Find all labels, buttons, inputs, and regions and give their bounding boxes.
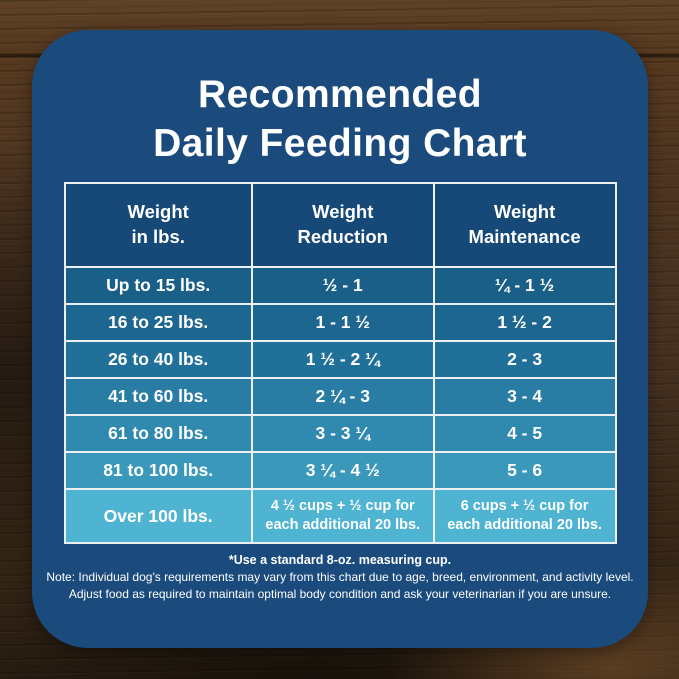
- maintenance-cell: 2 - 3: [432, 340, 617, 379]
- table-row: 81 to 100 lbs. 3 ¼ - 4 ½ 5 - 6: [63, 451, 617, 490]
- header-text: in lbs.: [131, 226, 185, 247]
- header-text: Weight: [493, 201, 556, 223]
- header-text: Weight: [127, 201, 189, 223]
- table-header-row: Weight in lbs. Weight Reduction Weight M…: [63, 182, 617, 268]
- table-row: 61 to 80 lbs. 3 - 3 ¼ 4 - 5: [63, 414, 617, 453]
- header-weight-maintenance: Weight Maintenance: [432, 182, 617, 268]
- reduction-cell: 3 ¼ - 4 ½: [250, 451, 435, 490]
- reduction-cell: ½ - 1: [250, 266, 435, 305]
- header-weight-reduction: Weight Reduction: [250, 182, 435, 268]
- weight-range-cell: 41 to 60 lbs.: [63, 377, 253, 416]
- weight-range-cell: 81 to 100 lbs.: [63, 451, 253, 490]
- reduction-cell: 4 ½ cups + ½ cup for each additional 20 …: [250, 487, 435, 545]
- weight-range-cell: Over 100 lbs.: [63, 487, 253, 545]
- table-row: 41 to 60 lbs. 2 ¼ - 3 3 - 4: [63, 377, 617, 416]
- reduction-cell: 1 - 1 ½: [250, 303, 435, 342]
- reduction-cell: 3 - 3 ¼: [250, 414, 435, 453]
- maintenance-cell: 3 - 4: [432, 377, 617, 416]
- header-text: Weight: [312, 201, 374, 223]
- table-row: 16 to 25 lbs. 1 - 1 ½ 1 ½ - 2: [63, 303, 617, 342]
- header-weight-in-lbs: Weight in lbs.: [63, 182, 253, 268]
- weight-range-cell: 61 to 80 lbs.: [63, 414, 253, 453]
- reduction-cell: 2 ¼ - 3: [250, 377, 435, 416]
- weight-range-cell: Up to 15 lbs.: [63, 266, 253, 305]
- weight-range-cell: 16 to 25 lbs.: [63, 303, 253, 342]
- table-row: Over 100 lbs. 4 ½ cups + ½ cup for each …: [63, 487, 617, 545]
- maintenance-cell: 6 cups + ½ cup for each additional 20 lb…: [432, 487, 617, 545]
- reduction-cell: 1 ½ - 2 ¼: [250, 340, 435, 379]
- note-line-1: Note: Individual dog's requirements may …: [46, 570, 634, 585]
- header-text: Reduction: [297, 226, 388, 247]
- header-text: Maintenance: [468, 226, 581, 247]
- disclaimer-note: Note: Individual dog's requirements may …: [32, 569, 648, 602]
- weight-range-cell: 26 to 40 lbs.: [63, 340, 253, 379]
- maintenance-cell: 4 - 5: [432, 414, 617, 453]
- maintenance-cell: ¼ - 1 ½: [432, 266, 617, 305]
- maintenance-cell: 5 - 6: [432, 451, 617, 490]
- measuring-cup-footnote: *Use a standard 8-oz. measuring cup.: [228, 553, 452, 568]
- feeding-table: Weight in lbs. Weight Reduction Weight M…: [63, 182, 617, 545]
- page-title: Recommended Daily Feeding Chart: [32, 70, 648, 168]
- table-row: Up to 15 lbs. ½ - 1 ¼ - 1 ½: [63, 266, 617, 305]
- title-line-1: Recommended: [198, 73, 482, 116]
- maintenance-cell: 1 ½ - 2: [432, 303, 617, 342]
- note-line-2: Adjust food as required to maintain opti…: [68, 586, 612, 601]
- table-row: 26 to 40 lbs. 1 ½ - 2 ¼ 2 - 3: [63, 340, 617, 379]
- feeding-chart-card: Recommended Daily Feeding Chart Weight i…: [32, 30, 648, 648]
- title-line-2: Daily Feeding Chart: [153, 122, 527, 165]
